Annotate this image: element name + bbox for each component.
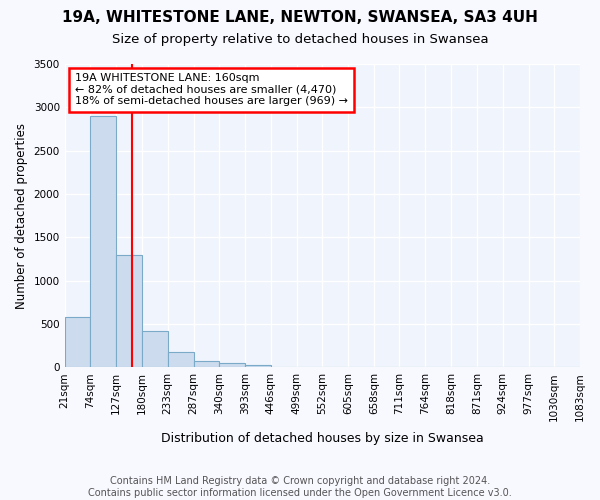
Text: 19A, WHITESTONE LANE, NEWTON, SWANSEA, SA3 4UH: 19A, WHITESTONE LANE, NEWTON, SWANSEA, S… — [62, 10, 538, 25]
Bar — [194, 361, 220, 368]
Bar — [220, 363, 245, 368]
Text: Size of property relative to detached houses in Swansea: Size of property relative to detached ho… — [112, 32, 488, 46]
Bar — [167, 352, 194, 368]
Bar — [245, 365, 271, 368]
Bar — [91, 116, 116, 368]
Y-axis label: Number of detached properties: Number of detached properties — [15, 122, 28, 308]
Bar — [142, 331, 167, 368]
X-axis label: Distribution of detached houses by size in Swansea: Distribution of detached houses by size … — [161, 432, 484, 445]
Bar — [65, 317, 91, 368]
Text: 19A WHITESTONE LANE: 160sqm
← 82% of detached houses are smaller (4,470)
18% of : 19A WHITESTONE LANE: 160sqm ← 82% of det… — [75, 73, 348, 106]
Text: Contains HM Land Registry data © Crown copyright and database right 2024.
Contai: Contains HM Land Registry data © Crown c… — [88, 476, 512, 498]
Bar — [116, 254, 142, 368]
